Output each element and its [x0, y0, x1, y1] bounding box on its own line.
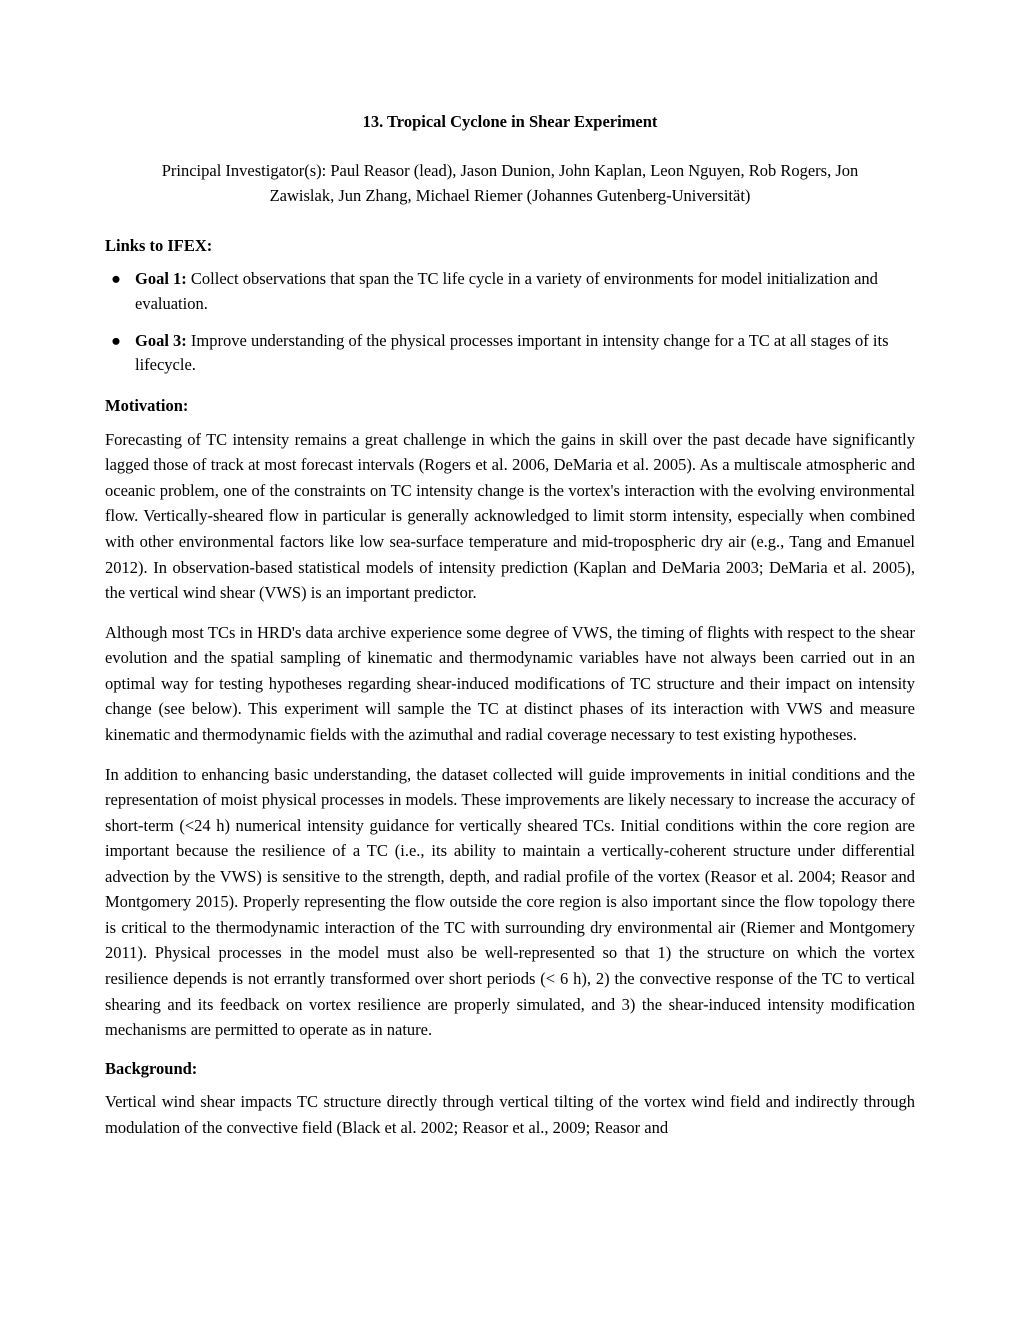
goal-item: Goal 3: Improve understanding of the phy…	[105, 329, 915, 379]
background-paragraph: Vertical wind shear impacts TC structure…	[105, 1089, 915, 1140]
goals-list: Goal 1: Collect observations that span t…	[105, 267, 915, 378]
motivation-section: Motivation: Forecasting of TC intensity …	[105, 394, 915, 1043]
goal-label: Goal 1:	[135, 269, 187, 288]
goal-text: Improve understanding of the physical pr…	[135, 331, 889, 375]
background-section: Background: Vertical wind shear impacts …	[105, 1057, 915, 1141]
goal-label: Goal 3:	[135, 331, 187, 350]
links-section: Links to IFEX: Goal 1: Collect observati…	[105, 234, 915, 378]
motivation-paragraph: Forecasting of TC intensity remains a gr…	[105, 427, 915, 606]
motivation-paragraph: Although most TCs in HRD's data archive …	[105, 620, 915, 748]
authors-line-1: Principal Investigator(s): Paul Reasor (…	[162, 161, 859, 180]
links-heading: Links to IFEX:	[105, 234, 915, 259]
motivation-heading: Motivation:	[105, 394, 915, 419]
background-heading: Background:	[105, 1057, 915, 1082]
authors-line-2: Zawislak, Jun Zhang, Michael Riemer (Joh…	[270, 186, 751, 205]
authors-block: Principal Investigator(s): Paul Reasor (…	[105, 159, 915, 209]
goal-item: Goal 1: Collect observations that span t…	[105, 267, 915, 317]
page-title: 13. Tropical Cyclone in Shear Experiment	[105, 110, 915, 135]
goal-text: Collect observations that span the TC li…	[135, 269, 878, 313]
motivation-paragraph: In addition to enhancing basic understan…	[105, 762, 915, 1043]
